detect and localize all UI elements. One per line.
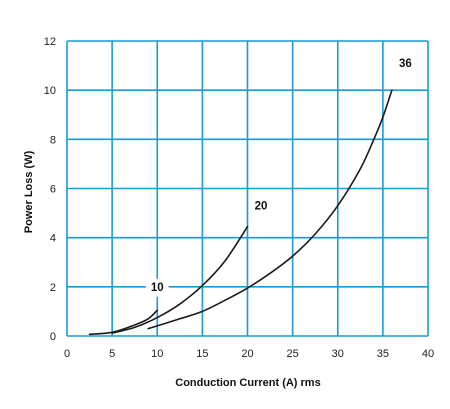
series-label-10: 10 xyxy=(151,282,164,294)
x-tick-label: 25 xyxy=(287,348,299,360)
y-tick-label: 4 xyxy=(50,233,56,245)
grid xyxy=(66,40,429,337)
series-label-background xyxy=(145,278,169,297)
y-tick-label: 10 xyxy=(44,85,56,97)
series-lines xyxy=(88,89,393,336)
y-axis-label: Power Loss (W) xyxy=(23,150,35,233)
y-tick-label: 0 xyxy=(50,331,56,343)
y-tick-label: 12 xyxy=(44,36,56,48)
series-line-20 xyxy=(111,225,249,334)
x-tick-label: 5 xyxy=(109,348,115,360)
x-tick-label: 35 xyxy=(377,348,389,360)
series-line-10 xyxy=(88,309,159,336)
y-tick-label: 6 xyxy=(50,184,56,196)
series-label-20: 20 xyxy=(255,201,268,213)
y-tick-labels: 0 2 4 6 8 10 12 xyxy=(44,36,56,343)
series-label-background xyxy=(249,197,273,216)
y-tick-label: 2 xyxy=(50,282,56,294)
series-label-background xyxy=(394,55,417,74)
series-labels: 10 20 36 xyxy=(145,55,417,297)
x-tick-label: 20 xyxy=(241,348,253,360)
y-tick-label: 8 xyxy=(50,134,56,146)
x-tick-label: 30 xyxy=(332,348,344,360)
x-tick-label: 40 xyxy=(422,348,434,360)
series-line-36 xyxy=(147,89,393,330)
series-label-36: 36 xyxy=(399,58,412,70)
x-tick-label: 15 xyxy=(196,348,208,360)
x-tick-label: 0 xyxy=(64,348,70,360)
x-tick-labels: 0 5 10 15 20 25 30 35 40 xyxy=(64,348,434,360)
x-tick-label: 10 xyxy=(151,348,163,360)
x-axis-label: Conduction Current (A) rms xyxy=(175,377,320,389)
